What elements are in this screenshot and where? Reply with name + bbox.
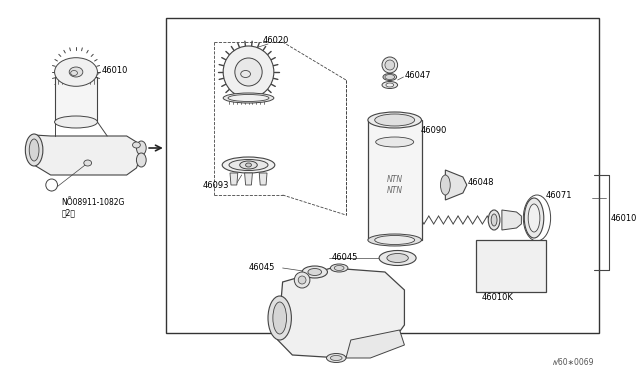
Text: 46093: 46093 bbox=[203, 180, 229, 189]
Ellipse shape bbox=[84, 160, 92, 166]
Ellipse shape bbox=[387, 253, 408, 263]
Ellipse shape bbox=[528, 204, 540, 232]
Ellipse shape bbox=[222, 157, 275, 173]
Text: 46045: 46045 bbox=[332, 253, 358, 263]
Text: N: N bbox=[49, 182, 54, 188]
Polygon shape bbox=[445, 170, 467, 200]
Ellipse shape bbox=[308, 269, 321, 276]
Ellipse shape bbox=[240, 161, 257, 169]
Ellipse shape bbox=[368, 234, 422, 246]
Circle shape bbox=[235, 58, 262, 86]
Polygon shape bbox=[244, 173, 252, 185]
Ellipse shape bbox=[385, 74, 395, 80]
Bar bbox=[369, 120, 422, 240]
Ellipse shape bbox=[491, 214, 497, 226]
Ellipse shape bbox=[268, 296, 291, 340]
Polygon shape bbox=[34, 135, 141, 175]
Ellipse shape bbox=[54, 58, 97, 86]
Bar bbox=[476, 240, 546, 292]
Ellipse shape bbox=[298, 276, 306, 284]
Ellipse shape bbox=[488, 210, 500, 230]
Bar bbox=[54, 77, 97, 122]
Text: 46048: 46048 bbox=[468, 177, 494, 186]
Ellipse shape bbox=[273, 302, 287, 334]
Ellipse shape bbox=[136, 153, 146, 167]
Ellipse shape bbox=[379, 250, 416, 266]
Polygon shape bbox=[502, 210, 522, 230]
Ellipse shape bbox=[383, 74, 397, 80]
Text: 46090: 46090 bbox=[421, 125, 447, 135]
Polygon shape bbox=[346, 330, 404, 358]
Ellipse shape bbox=[294, 272, 310, 288]
Text: 46045: 46045 bbox=[248, 263, 275, 273]
Ellipse shape bbox=[246, 163, 252, 167]
Ellipse shape bbox=[132, 142, 140, 148]
Text: 46020: 46020 bbox=[263, 35, 289, 45]
Ellipse shape bbox=[374, 235, 415, 244]
Text: NÕ08911-1082G
（2）: NÕ08911-1082G （2） bbox=[61, 198, 125, 217]
Ellipse shape bbox=[228, 94, 269, 102]
Ellipse shape bbox=[26, 134, 43, 166]
Ellipse shape bbox=[524, 198, 544, 238]
Polygon shape bbox=[259, 173, 267, 185]
Ellipse shape bbox=[136, 141, 146, 155]
Circle shape bbox=[385, 60, 395, 70]
Ellipse shape bbox=[376, 137, 413, 147]
Ellipse shape bbox=[326, 353, 346, 362]
Text: 46010: 46010 bbox=[101, 65, 128, 74]
Ellipse shape bbox=[223, 93, 274, 103]
Text: NTN
NTN: NTN NTN bbox=[387, 175, 403, 195]
Circle shape bbox=[382, 57, 397, 73]
Polygon shape bbox=[278, 268, 404, 358]
Ellipse shape bbox=[368, 112, 422, 128]
Text: 46010: 46010 bbox=[611, 214, 637, 222]
Ellipse shape bbox=[229, 160, 268, 170]
Text: ∧⁄60∗0069: ∧⁄60∗0069 bbox=[550, 358, 593, 367]
Ellipse shape bbox=[29, 139, 39, 161]
Ellipse shape bbox=[69, 67, 83, 77]
Ellipse shape bbox=[302, 266, 328, 278]
Ellipse shape bbox=[334, 266, 344, 270]
Text: 46047: 46047 bbox=[404, 71, 431, 80]
Ellipse shape bbox=[54, 116, 97, 128]
Text: 46010K: 46010K bbox=[481, 294, 513, 302]
Ellipse shape bbox=[382, 81, 397, 89]
Polygon shape bbox=[230, 173, 238, 185]
Ellipse shape bbox=[440, 175, 450, 195]
Circle shape bbox=[46, 179, 58, 191]
Circle shape bbox=[223, 46, 274, 98]
Ellipse shape bbox=[374, 114, 415, 126]
Ellipse shape bbox=[386, 83, 394, 87]
Bar bbox=[166, 18, 599, 333]
Ellipse shape bbox=[330, 264, 348, 272]
Text: 46071: 46071 bbox=[546, 190, 572, 199]
Ellipse shape bbox=[330, 356, 342, 360]
